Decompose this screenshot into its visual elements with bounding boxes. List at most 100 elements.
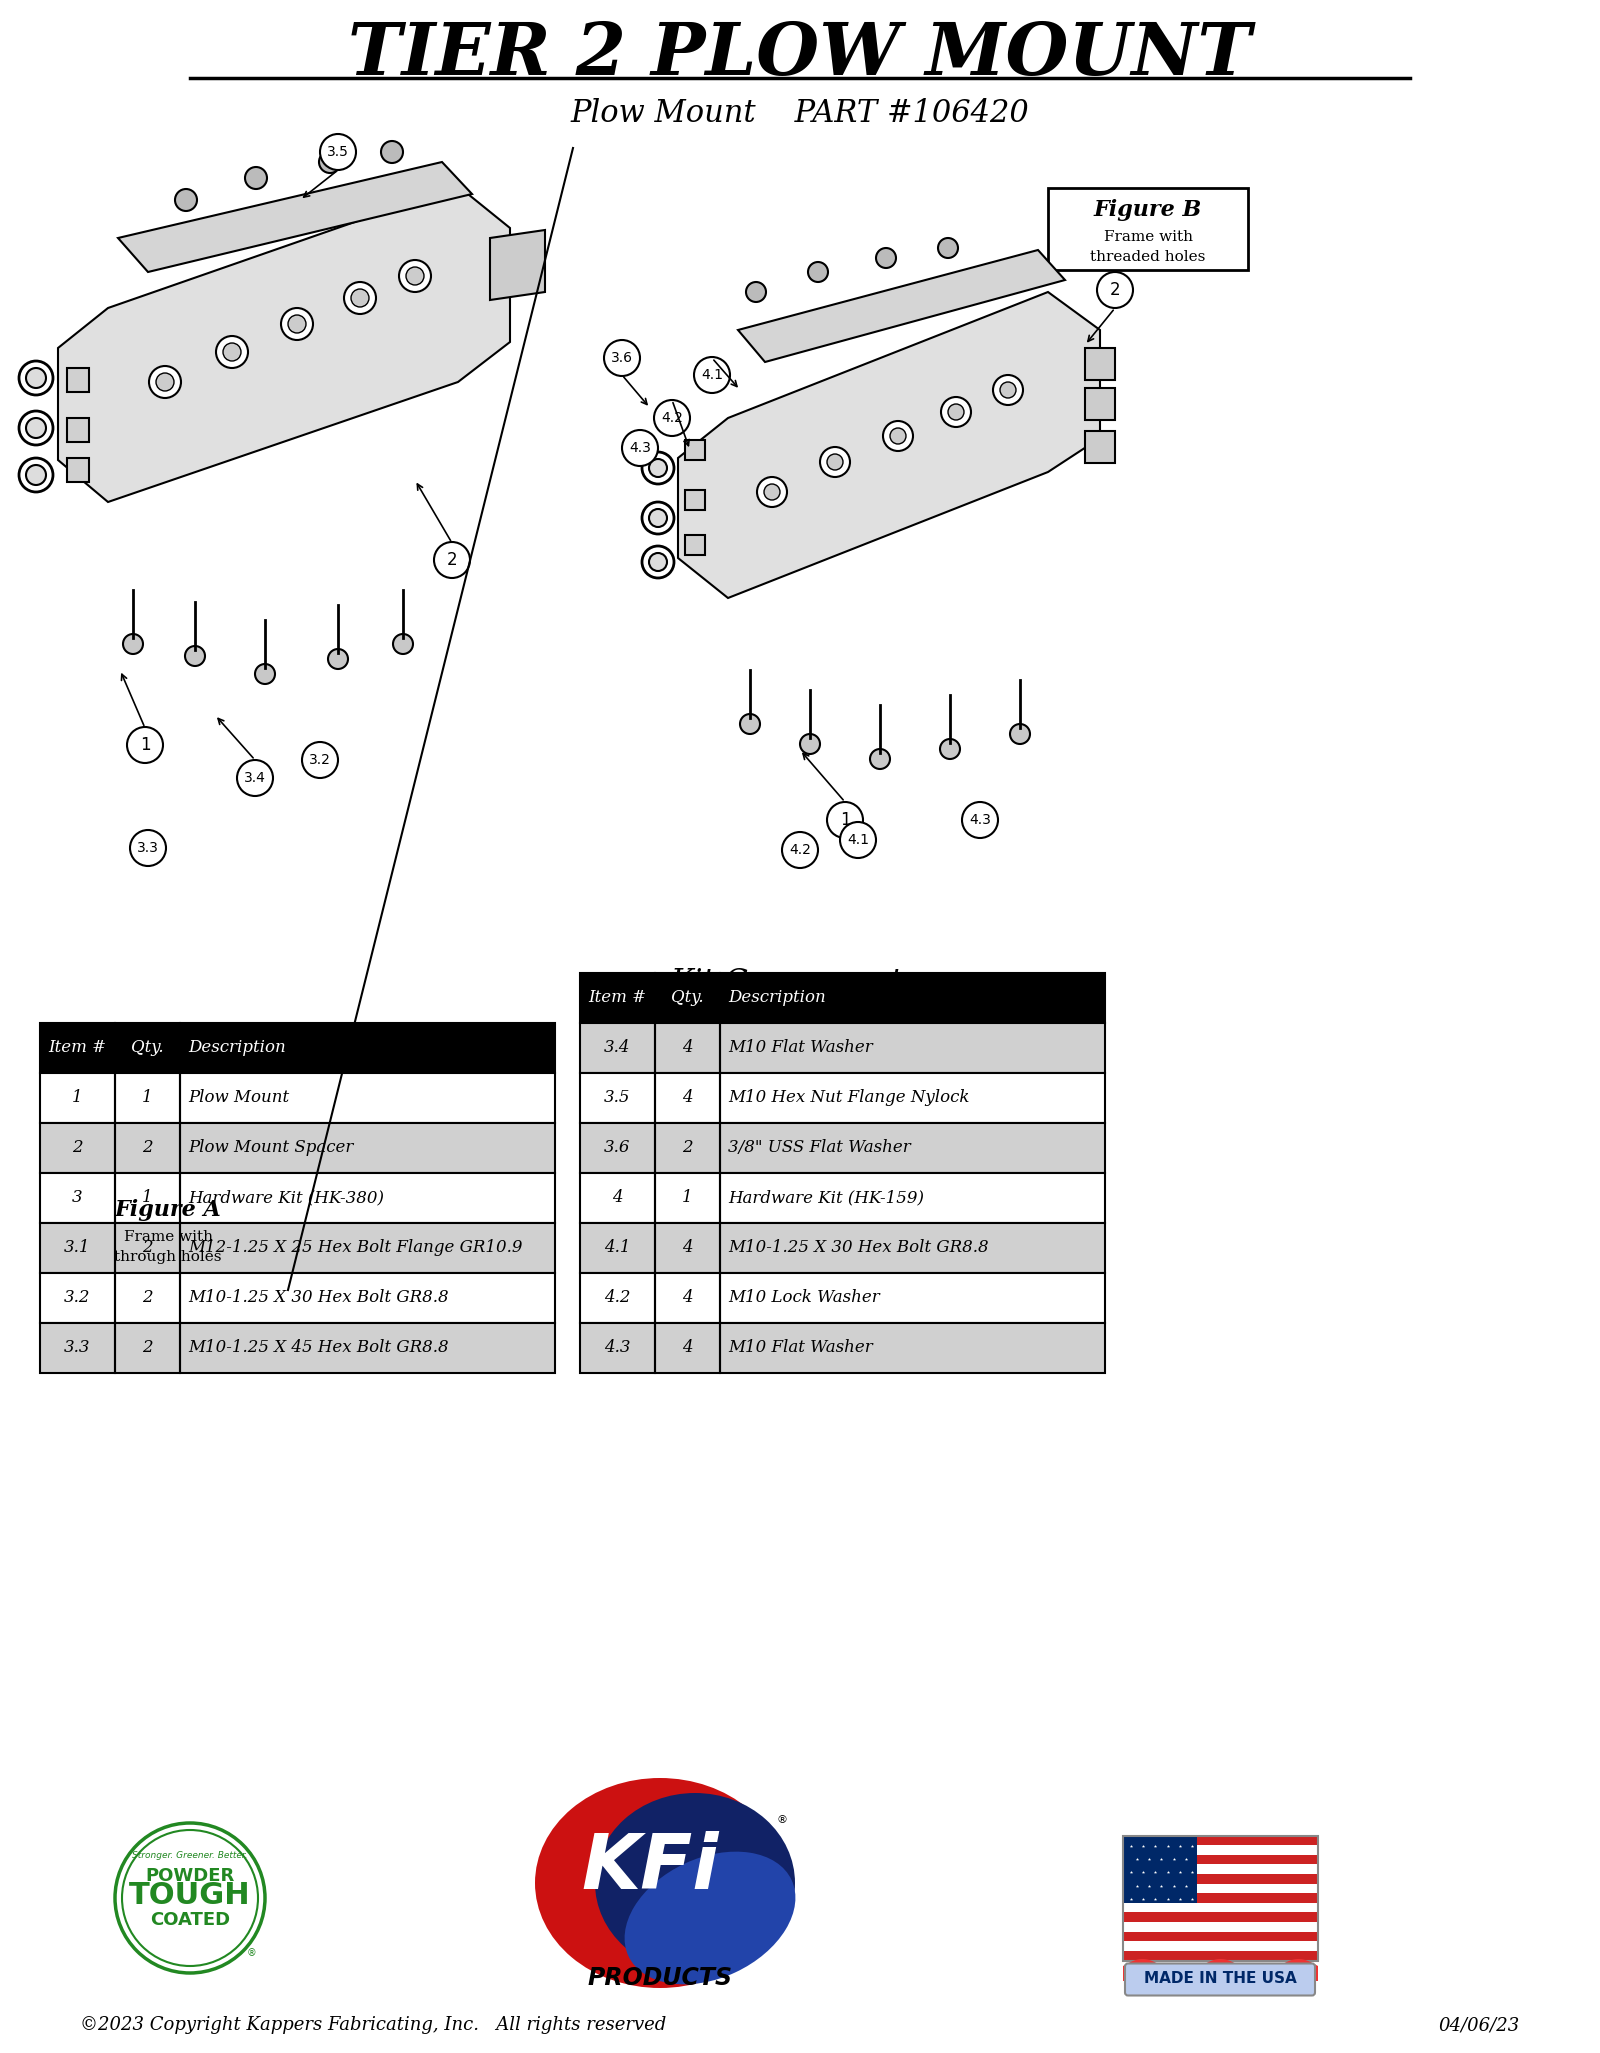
Bar [720, 1123, 1106, 1172]
Circle shape [941, 739, 960, 760]
Circle shape [650, 552, 667, 571]
Text: M10-1.25 X 30 Hex Bolt GR8.8: M10-1.25 X 30 Hex Bolt GR8.8 [189, 1289, 448, 1306]
Circle shape [877, 248, 896, 269]
Bar [67, 458, 90, 482]
Ellipse shape [624, 1852, 795, 1985]
Text: 3.2: 3.2 [309, 753, 331, 768]
Bar [579, 1022, 1106, 1074]
Circle shape [941, 396, 971, 427]
Circle shape [174, 189, 197, 211]
Text: Kit Components:: Kit Components: [670, 967, 930, 998]
Circle shape [1010, 725, 1030, 743]
Bar [1123, 1854, 1317, 1864]
Bar [115, 1074, 179, 1123]
Bar [579, 1074, 1106, 1123]
Text: KFi: KFi [581, 1831, 718, 1905]
Circle shape [394, 634, 413, 655]
Bar [1123, 1835, 1317, 1846]
Bar [1123, 1922, 1317, 1932]
Bar [720, 1172, 1106, 1224]
Circle shape [318, 152, 341, 172]
Text: Qty.: Qty. [131, 1039, 163, 1057]
Bar [654, 1074, 720, 1123]
Bar [720, 1273, 1106, 1322]
Circle shape [320, 133, 355, 170]
Text: M10 Flat Washer: M10 Flat Washer [728, 1039, 872, 1057]
Bar [720, 1022, 1106, 1074]
Polygon shape [738, 250, 1066, 361]
Bar [40, 1224, 115, 1273]
Circle shape [962, 803, 998, 838]
Text: 1: 1 [682, 1189, 693, 1207]
Bar [179, 1123, 555, 1172]
Text: 4: 4 [682, 1240, 693, 1256]
Text: Hardware Kit (HK-159): Hardware Kit (HK-159) [728, 1189, 925, 1207]
Text: 4.2: 4.2 [605, 1289, 630, 1306]
Circle shape [26, 464, 46, 485]
Text: Frame with
threaded holes: Frame with threaded holes [1090, 230, 1206, 263]
Bar [40, 1172, 115, 1224]
Circle shape [434, 542, 470, 579]
Circle shape [808, 263, 829, 281]
Circle shape [782, 831, 818, 868]
Text: 4: 4 [682, 1039, 693, 1057]
Circle shape [840, 821, 877, 858]
Text: 3.4: 3.4 [605, 1039, 630, 1057]
Bar [1123, 1893, 1317, 1903]
Bar [179, 1224, 555, 1273]
Circle shape [694, 357, 730, 392]
Circle shape [328, 649, 349, 669]
Bar [720, 1224, 1106, 1273]
Bar [115, 1022, 179, 1074]
Polygon shape [58, 187, 510, 503]
Text: M10-1.25 X 45 Hex Bolt GR8.8: M10-1.25 X 45 Hex Bolt GR8.8 [189, 1339, 448, 1357]
Circle shape [26, 367, 46, 388]
Text: 4.1: 4.1 [605, 1240, 630, 1256]
Circle shape [870, 749, 890, 770]
Text: M10-1.25 X 30 Hex Bolt GR8.8: M10-1.25 X 30 Hex Bolt GR8.8 [728, 1240, 989, 1256]
Text: 4: 4 [613, 1189, 622, 1207]
Bar [720, 1074, 1106, 1123]
Circle shape [739, 714, 760, 735]
Bar [579, 973, 654, 1022]
Circle shape [890, 427, 906, 443]
Bar [1123, 1846, 1317, 1854]
Bar [1123, 1874, 1317, 1883]
Circle shape [642, 546, 674, 579]
Text: POWDER: POWDER [146, 1866, 235, 1885]
Text: Plow Mount: Plow Mount [189, 1090, 290, 1107]
Text: 1: 1 [142, 1189, 154, 1207]
Text: 2: 2 [142, 1139, 154, 1156]
Text: M12-1.25 X 25 Hex Bolt Flange GR10.9: M12-1.25 X 25 Hex Bolt Flange GR10.9 [189, 1240, 523, 1256]
Bar [40, 1074, 555, 1123]
Bar [654, 1224, 720, 1273]
Bar [115, 1172, 179, 1224]
Circle shape [115, 1823, 266, 1973]
FancyBboxPatch shape [1048, 189, 1248, 271]
Bar [40, 1123, 115, 1172]
Circle shape [19, 458, 53, 493]
Text: 4.3: 4.3 [605, 1339, 630, 1357]
Bar [1123, 1835, 1197, 1903]
Text: 4.3: 4.3 [970, 813, 990, 827]
Circle shape [947, 404, 963, 421]
Circle shape [650, 460, 667, 476]
Circle shape [650, 509, 667, 528]
Circle shape [254, 663, 275, 684]
Text: Stronger. Greener. Better.: Stronger. Greener. Better. [133, 1850, 248, 1860]
Text: ©2023 Copyright Kappers Fabricating, Inc.   All rights reserved: ©2023 Copyright Kappers Fabricating, Inc… [80, 2016, 666, 2035]
Text: ®: ® [776, 1815, 787, 1825]
Bar [720, 973, 1106, 1022]
Text: MADE IN THE USA: MADE IN THE USA [1144, 1971, 1296, 1985]
Circle shape [186, 647, 205, 665]
Text: 1: 1 [142, 1090, 154, 1107]
Text: Item #: Item # [589, 990, 646, 1006]
Circle shape [282, 308, 314, 341]
Text: 1: 1 [72, 1090, 83, 1107]
Bar [40, 1172, 555, 1224]
Circle shape [827, 454, 843, 470]
Text: 2: 2 [1110, 281, 1120, 300]
Bar [179, 1022, 555, 1074]
Bar [179, 1074, 555, 1123]
Circle shape [216, 337, 248, 367]
